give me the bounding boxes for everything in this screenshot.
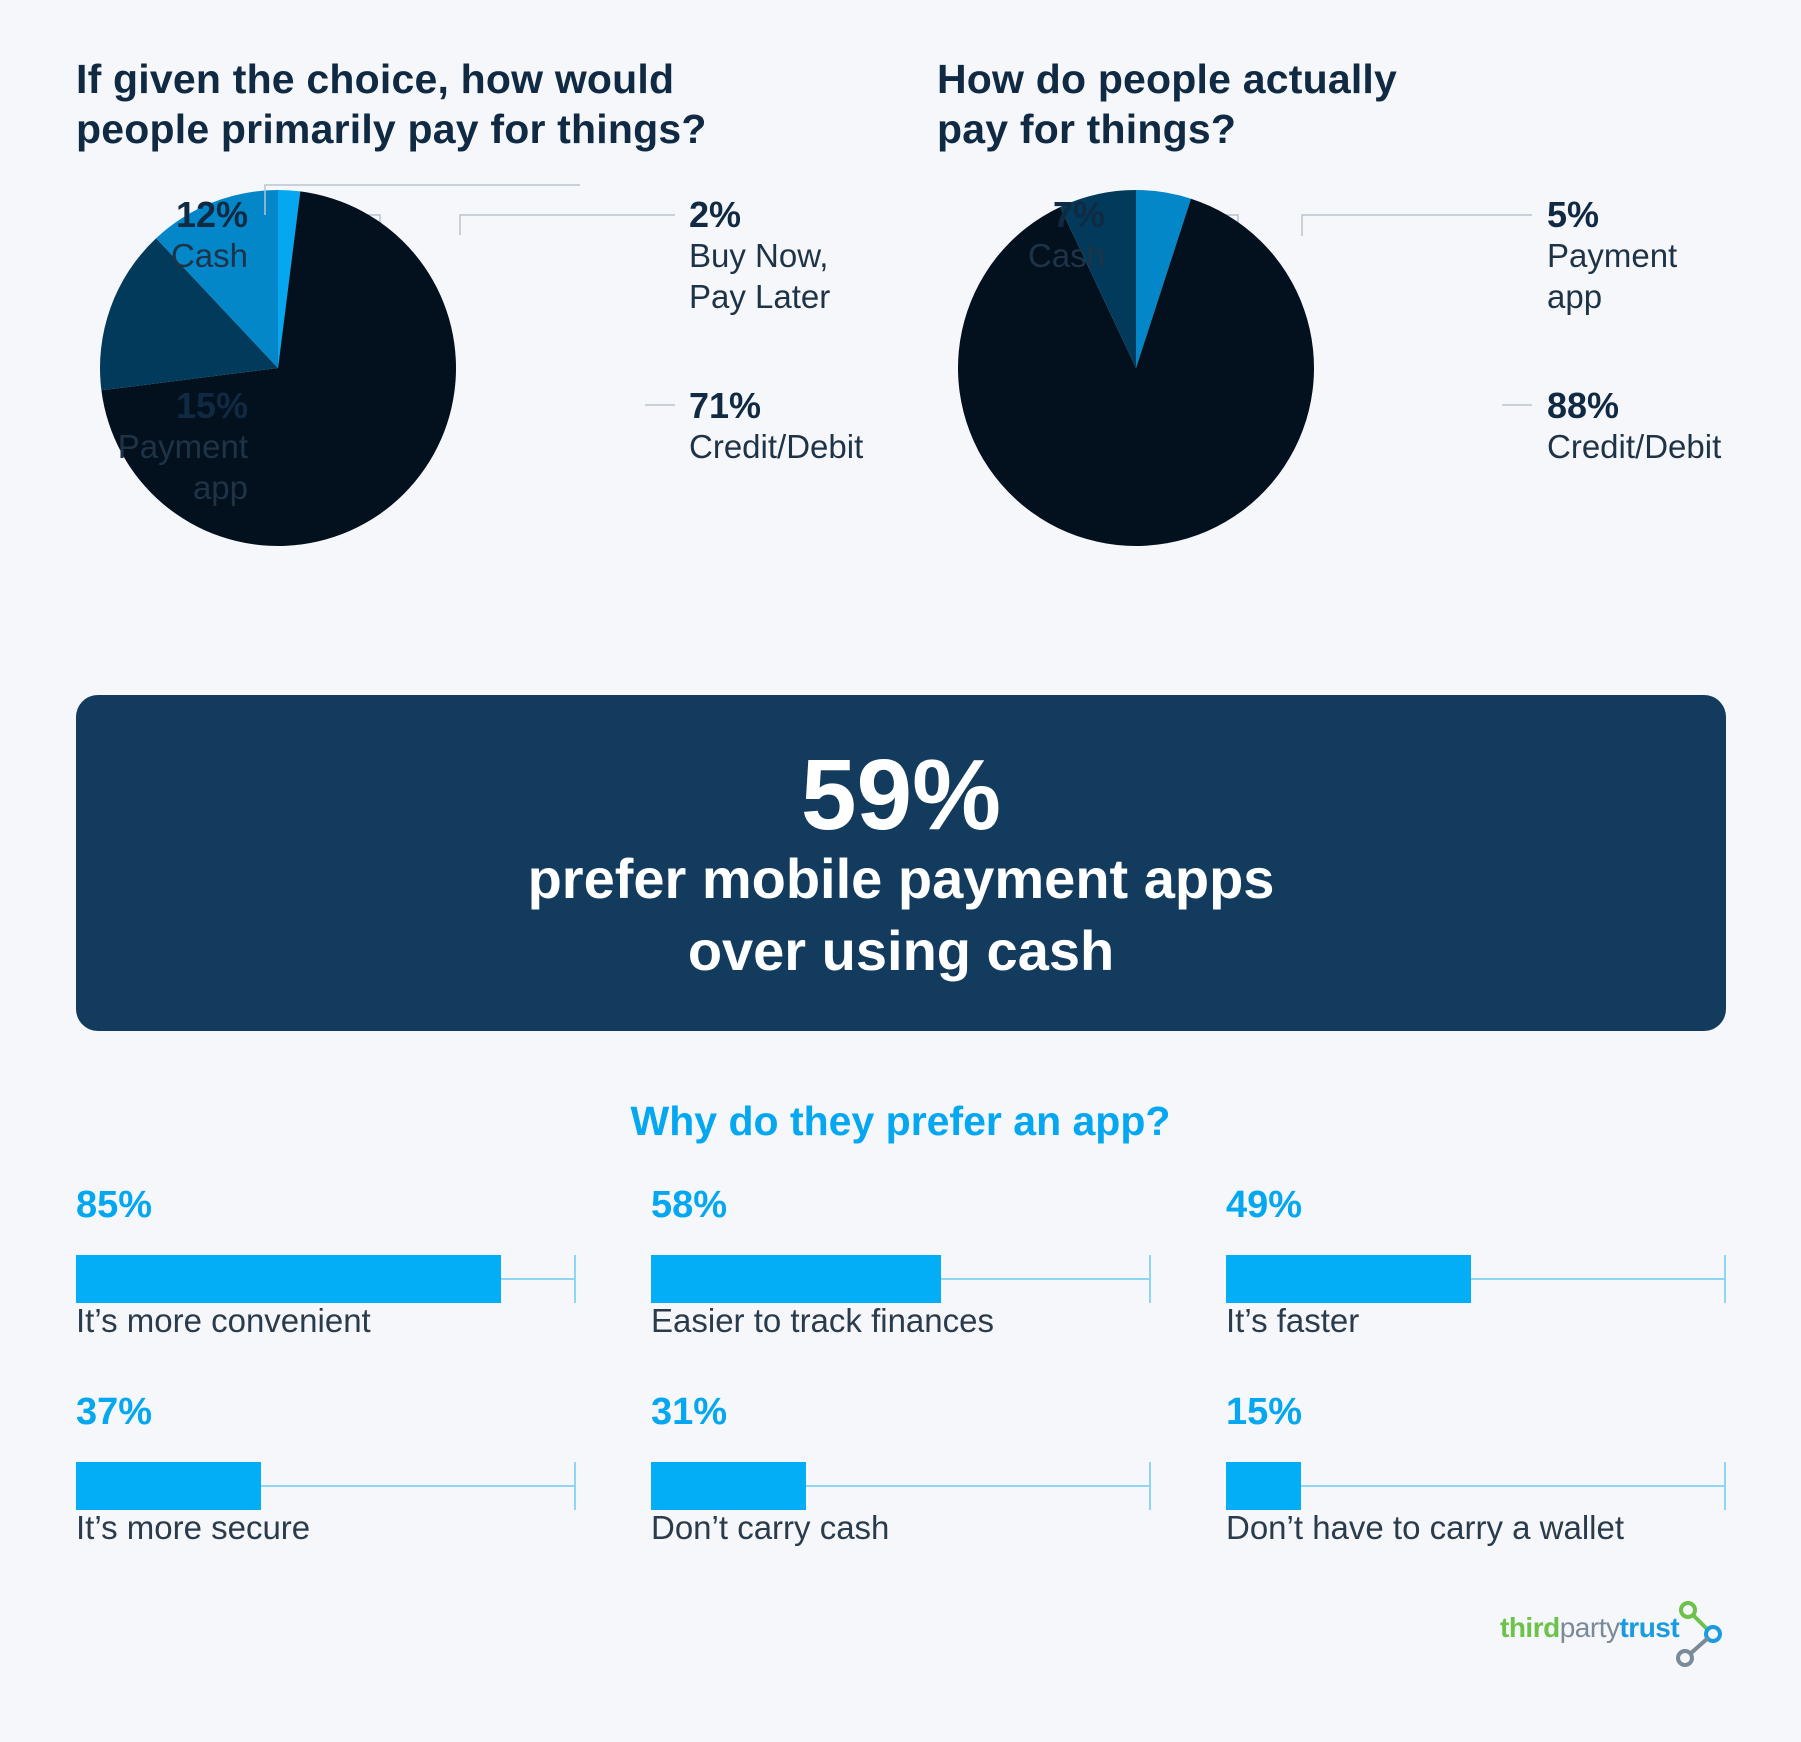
pie1-label-payment-app-line-1: Payment — [117, 428, 248, 465]
pie1-label-bnpl-line-1: Buy Now, — [689, 237, 829, 274]
logo-part-trust: trust — [1619, 1612, 1680, 1643]
banner-number: 59% — [800, 739, 1002, 851]
logo-part-third: third — [1500, 1612, 1560, 1643]
pie1-label-cash-name: Cash — [170, 237, 248, 274]
bar-fill — [1226, 1255, 1471, 1303]
bar-track-line — [1226, 1278, 1726, 1280]
bar-category-label: Don’t carry cash — [651, 1509, 890, 1546]
banner-text-line-2: over using cash — [687, 919, 1115, 982]
bar-item: 37% It’s more secure — [76, 1390, 576, 1546]
bar-track-end-tick — [574, 1462, 576, 1510]
link-node-icon — [1676, 1601, 1722, 1667]
bar-track — [76, 1462, 576, 1510]
bar-item: 31% Don’t carry cash — [651, 1390, 1151, 1546]
pie2-slice-0 — [1136, 190, 1192, 368]
bar-value-label: 15% — [1226, 1391, 1303, 1433]
pie1-label-payment-app-line-2: app — [192, 469, 248, 506]
pie1-label-bnpl-line-2: Pay Later — [689, 278, 831, 315]
bar-track — [651, 1255, 1151, 1303]
pie1-title-line-2: people primarily pay for things? — [76, 106, 707, 152]
bar-value-label: 85% — [76, 1184, 153, 1226]
pie1-title: If given the choice, how would people pr… — [76, 54, 707, 154]
stat-banner: 59% prefer mobile payment apps over usin… — [76, 695, 1726, 1031]
bar-value-label: 37% — [76, 1391, 153, 1433]
pie1-slice-3 — [156, 190, 278, 368]
bar-track-line — [76, 1485, 576, 1487]
bar-item: 85% It’s more convenient — [76, 1183, 576, 1339]
thirdpartytrust-logo: thirdpartytrust — [1500, 1598, 1730, 1668]
bar-item: 15% Don’t have to carry a wallet — [1226, 1390, 1726, 1546]
bar-track — [1226, 1255, 1726, 1303]
bar-fill — [76, 1255, 501, 1303]
bar-track-line — [651, 1485, 1151, 1487]
pie1-label-bnpl: 2% Buy Now, Pay Later — [689, 194, 830, 317]
pie1-label-credit-debit-name: Credit/Debit — [689, 428, 864, 465]
bar-category-label: It’s more convenient — [76, 1302, 371, 1339]
pie1-label-bnpl-pct: 2% — [689, 194, 742, 235]
pie2-label-payment-app-line-2: app — [1547, 278, 1603, 315]
pie1-slice-0 — [278, 190, 301, 368]
pie1-label-cash-pct: 12% — [175, 194, 248, 235]
banner-text-line-1: prefer mobile payment apps — [527, 847, 1275, 910]
leader-line-1 — [459, 214, 675, 235]
pie1-label-payment-app-pct: 15% — [175, 385, 248, 426]
pie2-label-cash-name: Cash — [1027, 237, 1105, 274]
pie2-label-credit-debit-name: Credit/Debit — [1547, 428, 1722, 465]
bar-track — [1226, 1462, 1726, 1510]
pie2-label-cash-pct: 7% — [1052, 194, 1105, 235]
bar-category-label: It’s faster — [1226, 1302, 1360, 1339]
bar-track-end-tick — [1149, 1255, 1151, 1303]
bar-category-label: It’s more secure — [76, 1509, 311, 1546]
pie2-title: How do people actually pay for things? — [937, 54, 1397, 154]
logo-wordmark: thirdpartytrust — [1500, 1612, 1680, 1644]
pie2-label-cash: 7% Cash — [940, 194, 1105, 276]
banner-text: prefer mobile payment apps over using ca… — [76, 843, 1726, 987]
pie-chart-actual — [958, 190, 1314, 546]
pie2-label-payment-app-pct: 5% — [1547, 194, 1600, 235]
pie1-label-cash: 12% Cash — [80, 194, 248, 276]
bar-track-end-tick — [1149, 1462, 1151, 1510]
leader-line-5 — [1301, 214, 1532, 236]
pie1-slice-1 — [101, 191, 457, 547]
bar-fill — [1226, 1462, 1301, 1510]
pie2-label-credit-debit: 88% Credit/Debit — [1547, 385, 1721, 467]
bar-track — [76, 1255, 576, 1303]
bar-fill — [651, 1462, 806, 1510]
bar-track-end-tick — [1724, 1462, 1726, 1510]
bar-fill — [651, 1255, 941, 1303]
pie1-slice-2 — [100, 238, 278, 391]
pie1-label-payment-app: 15% Payment app — [80, 385, 248, 508]
bars-title: Why do they prefer an app? — [630, 1098, 1171, 1144]
pie2-label-payment-app-line-1: Payment — [1547, 237, 1678, 274]
bar-category-label: Don’t have to carry a wallet — [1226, 1509, 1625, 1546]
bar-item: 49% It’s faster — [1226, 1183, 1726, 1339]
bar-value-label: 49% — [1226, 1184, 1303, 1226]
pie2-title-line-1: How do people actually — [937, 56, 1398, 102]
pie2-slice-2 — [1060, 190, 1136, 368]
bar-value-label: 58% — [651, 1184, 728, 1226]
bar-track-line — [1226, 1485, 1726, 1487]
pie-chart-preferred — [100, 184, 580, 547]
bar-item: 58% Easier to track finances — [651, 1183, 1151, 1339]
bar-category-label: Easier to track finances — [651, 1302, 994, 1339]
bar-fill — [76, 1462, 261, 1510]
bar-value-label: 31% — [651, 1391, 728, 1433]
pie2-title-line-2: pay for things? — [937, 106, 1237, 152]
pie2-label-credit-debit-pct: 88% — [1547, 385, 1620, 426]
pie1-title-line-1: If given the choice, how would — [76, 56, 675, 102]
bar-track-end-tick — [1724, 1255, 1726, 1303]
pie1-label-credit-debit: 71% Credit/Debit — [689, 385, 863, 467]
pie1-leader-line-0 — [264, 184, 580, 215]
pie2-slice-1 — [958, 198, 1314, 546]
bar-track-end-tick — [574, 1255, 576, 1303]
pie2-label-payment-app: 5% Payment app — [1547, 194, 1677, 317]
logo-part-party: party — [1559, 1612, 1620, 1643]
bar-track — [651, 1462, 1151, 1510]
pie1-label-credit-debit-pct: 71% — [689, 385, 762, 426]
